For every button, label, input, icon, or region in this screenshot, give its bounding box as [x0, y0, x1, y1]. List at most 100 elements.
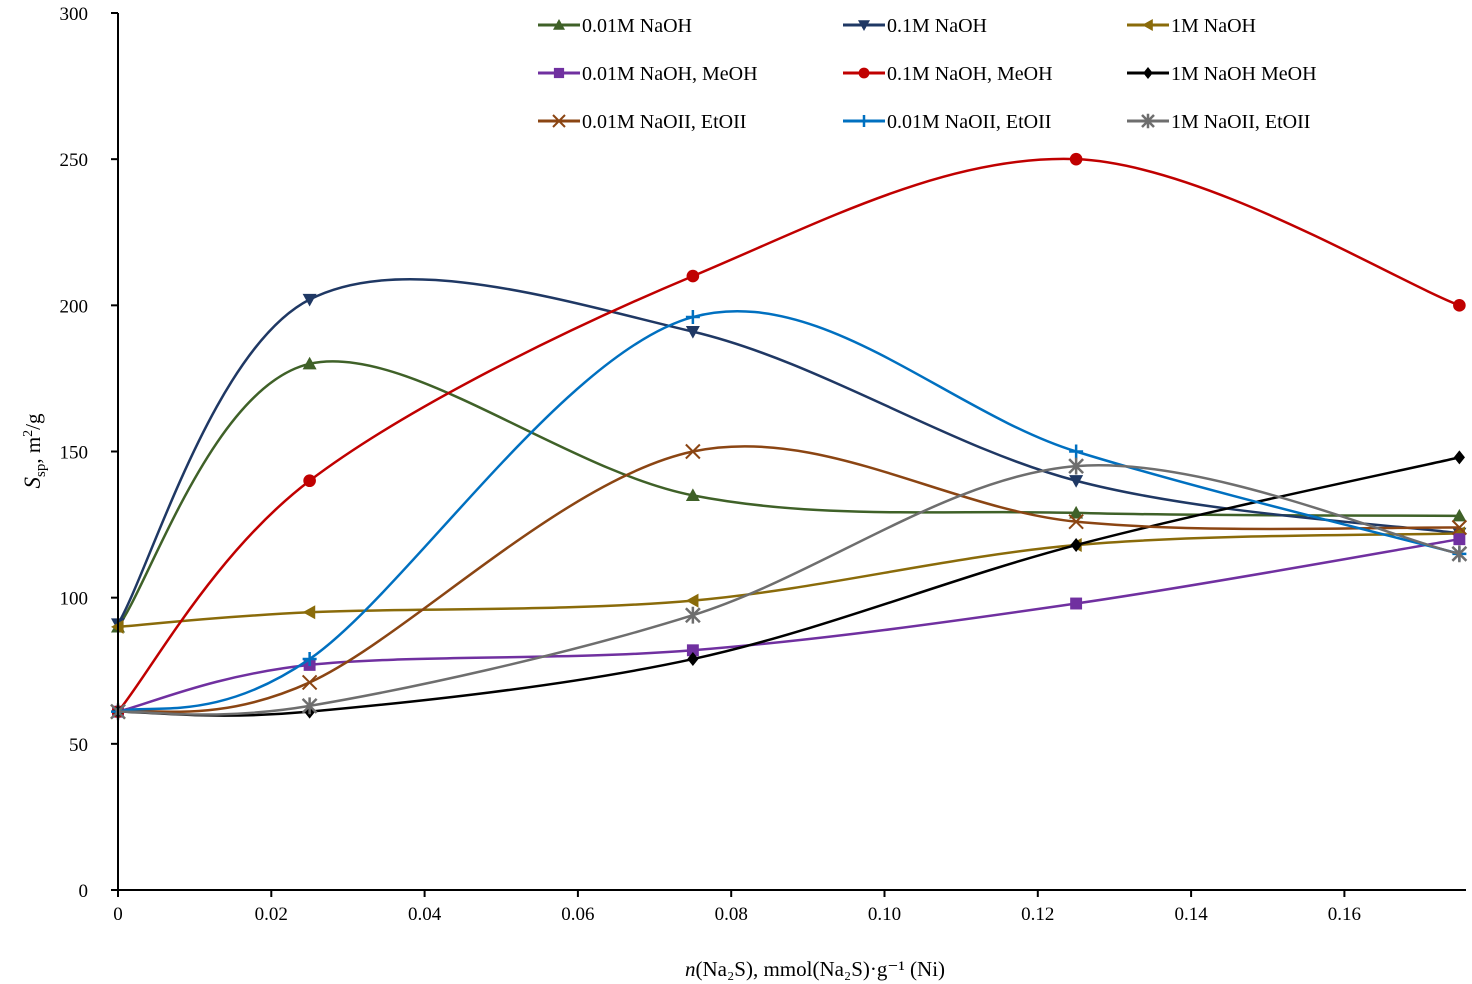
data-point-x [685, 443, 701, 460]
data-point-triangle-down [858, 20, 870, 31]
legend-item: 1M NaOH [1127, 15, 1256, 37]
legend-item: 0.01M NaOH [538, 15, 692, 37]
data-point-triangle-left [302, 605, 316, 620]
legend-item: 0.01M NaOH, MeOH [538, 63, 758, 85]
data-point-triangle-down [1069, 475, 1084, 488]
legend-item: 0.01M NaOII, EtOII [843, 111, 1051, 133]
legend-item: 0.01M NaOII, EtOII [538, 111, 746, 133]
series-line [117, 157, 1460, 713]
series-line [116, 278, 1460, 625]
data-point-triangle-left [685, 593, 699, 608]
data-point-triangle-left [1142, 19, 1153, 31]
data-point-square [1453, 533, 1466, 546]
data-point-star [1068, 457, 1085, 475]
y-tick-label: 0 [79, 881, 89, 902]
x-tick-label: 0.06 [561, 904, 594, 925]
series-line [117, 445, 1460, 714]
data-point-diamond [1143, 67, 1153, 79]
legend: 0.01M NaOH 0.1M NaOH 1M NaOH 0.01M NaOH, Me… [538, 15, 1317, 133]
x-tick-label: 0.04 [408, 904, 442, 925]
series-line [117, 310, 1460, 713]
y-axis-title-sup: 2 [21, 430, 36, 437]
series-2 [111, 278, 1467, 631]
data-point-star [1141, 113, 1155, 129]
y-ticks: 0 50 100 150 200 250 300 [60, 4, 118, 902]
legend-label: 1M NaOH MeOH [1171, 63, 1317, 85]
series-line [117, 532, 1460, 629]
data-point-x [301, 674, 318, 691]
data-point-diamond [1070, 538, 1082, 553]
y-axis-title: Ssp, m2/g [20, 413, 49, 489]
series-line [116, 360, 1460, 628]
data-point-square [686, 644, 699, 657]
data-point-triangle-down [302, 293, 317, 307]
data-point-x [552, 114, 566, 128]
legend-item: 1M NaOH MeOH [1127, 63, 1317, 85]
y-tick-label: 50 [69, 735, 88, 756]
series-7 [110, 443, 1468, 720]
y-tick-label: 300 [60, 4, 89, 25]
axes [117, 13, 1466, 891]
data-point-plus [1069, 444, 1084, 459]
legend-item: 1M NaOII, EtOII [1127, 111, 1310, 133]
legend-item: 0.1M NaOH [843, 15, 987, 37]
data-point-star [301, 697, 318, 715]
series-5 [111, 152, 1466, 718]
x-tick-label: 0.14 [1174, 904, 1208, 925]
x-tick-label: 0.02 [255, 904, 288, 925]
y-axis-title-sub: sp [33, 464, 49, 477]
legend-label: 0.01M NaOII, EtOII [582, 111, 746, 133]
legend-item: 0.1M NaOH, MeOH [843, 63, 1053, 85]
data-point-diamond [687, 652, 699, 667]
series-line [117, 456, 1460, 717]
data-point-plus [302, 652, 317, 667]
series-4 [112, 533, 1466, 718]
data-point-triangle-up [302, 356, 317, 370]
y-axis-title-tail: /g [21, 413, 45, 430]
data-point-star [1451, 545, 1468, 563]
data-point-triangle-down [685, 326, 700, 339]
legend-label: 0.01M NaOH, MeOH [582, 63, 758, 85]
data-point-x [1451, 519, 1468, 536]
data-point-triangle-up [685, 488, 700, 501]
data-point-square [553, 67, 565, 79]
data-point-x [1068, 513, 1084, 530]
y-axis-title-s: S [20, 477, 45, 489]
y-axis-title-rest: , m [21, 437, 45, 464]
x-tick-label: 0.12 [1021, 904, 1054, 925]
x-ticks: 0 0.02 0.04 0.06 0.08 0.10 0.12 0.14 0.16 [113, 890, 1361, 925]
y-tick-label: 250 [60, 150, 89, 171]
series-layer [110, 152, 1468, 721]
x-tick-label: 0.08 [715, 904, 748, 925]
series-1 [111, 356, 1467, 633]
y-tick-label: 200 [60, 296, 89, 317]
data-point-circle [1069, 152, 1083, 166]
x-axis-title-rest: (Na₂S), mmol(Na₂S)·g⁻¹ (Ni) [695, 957, 945, 981]
legend-label: 1M NaOH [1171, 15, 1256, 37]
series-line [117, 464, 1460, 716]
legend-label: 0.01M NaOII, EtOII [887, 111, 1051, 133]
legend-label: 0.01M NaOH [582, 15, 692, 37]
y-tick-label: 150 [60, 443, 89, 464]
data-point-triangle-up [553, 19, 565, 30]
legend-label: 0.1M NaOH, MeOH [887, 63, 1053, 85]
x-tick-label: 0.10 [868, 904, 901, 925]
legend-label: 0.1M NaOH [887, 15, 987, 37]
series-line [117, 537, 1460, 713]
series-3 [111, 526, 1465, 634]
x-axis-title-italic: n [685, 957, 696, 981]
x-tick-label: 0 [113, 904, 123, 925]
data-point-circle [686, 269, 700, 283]
x-tick-label: 0.16 [1328, 904, 1361, 925]
data-point-circle [858, 67, 870, 79]
data-point-triangle-up [1069, 505, 1084, 519]
data-point-square [1070, 597, 1083, 610]
y-tick-label: 100 [60, 589, 89, 610]
data-point-circle [303, 474, 316, 488]
data-point-circle [1453, 299, 1466, 312]
legend-label: 1M NaOII, EtOII [1171, 111, 1310, 133]
data-point-star [684, 606, 701, 624]
data-point-diamond [1453, 450, 1465, 465]
data-point-triangle-up [1452, 508, 1467, 522]
